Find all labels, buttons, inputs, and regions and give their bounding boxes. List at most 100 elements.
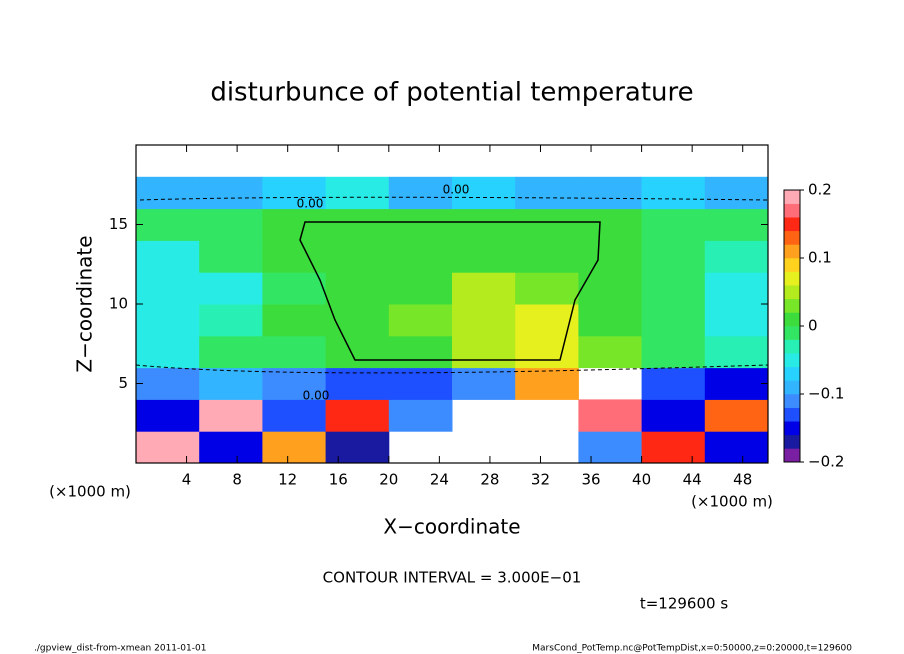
x-tick-label: 4 (182, 471, 192, 489)
colorbar-tick-label: −0.1 (808, 385, 844, 403)
colorbar-swatch (784, 244, 800, 259)
cell (578, 431, 643, 464)
cell (262, 431, 327, 464)
cell (704, 208, 769, 241)
cell (641, 176, 706, 210)
x-tick-label: 28 (480, 471, 499, 489)
cell (262, 304, 327, 337)
cell (578, 304, 643, 337)
cell (641, 208, 706, 241)
cell (136, 431, 200, 464)
contour-label: 0.00 (303, 389, 330, 403)
cell (388, 208, 453, 241)
colorbar-swatch (784, 434, 800, 449)
x-tick-label: 44 (683, 471, 702, 489)
cell (578, 240, 643, 273)
cell (515, 335, 579, 369)
contour-line (135, 196, 769, 374)
cell (262, 272, 327, 305)
colorbar-swatch (784, 271, 800, 286)
cell (262, 399, 327, 432)
field (136, 176, 769, 464)
cell (325, 208, 390, 241)
x-axis-label: X−coordinate (383, 515, 520, 539)
x-tick-label: 16 (329, 471, 348, 489)
colorbar-swatch (784, 190, 800, 204)
y-tick-label: 15 (109, 215, 128, 233)
cell (515, 240, 579, 273)
cell (452, 367, 516, 400)
cell (262, 208, 327, 241)
colorbar-swatch (784, 380, 800, 395)
colorbar-tick-label: 0.2 (808, 181, 832, 199)
cell (136, 272, 200, 305)
cell (452, 240, 516, 273)
cell (452, 208, 516, 241)
colorbar-swatch (784, 448, 800, 463)
cell (578, 208, 643, 241)
contour-label: 0.00 (443, 183, 470, 197)
cell (388, 240, 453, 273)
colorbar-swatch (784, 298, 800, 313)
cell (704, 304, 769, 337)
cell (388, 272, 453, 305)
cell (704, 272, 769, 305)
cell (325, 304, 390, 337)
cell (704, 176, 769, 210)
cell (641, 431, 706, 464)
cell (641, 367, 706, 400)
cell (262, 176, 327, 210)
cell (325, 240, 390, 273)
cell (325, 431, 390, 464)
x-unit: (×1000 m) (691, 493, 773, 511)
cell (578, 399, 643, 432)
cell (388, 399, 453, 432)
cell (199, 367, 263, 400)
cell (704, 240, 769, 273)
colorbar-swatch (784, 407, 800, 422)
cell (641, 240, 706, 273)
cell (578, 176, 643, 210)
cell (199, 335, 263, 369)
cell (199, 399, 263, 432)
colorbar-swatch (784, 326, 800, 340)
cell (136, 335, 200, 369)
cell (136, 208, 200, 241)
cell (641, 335, 706, 369)
cell (515, 304, 579, 337)
y-tick-label: 5 (118, 374, 128, 392)
footer-right: MarsCond_PotTemp.nc@PotTempDist,x=0:5000… (532, 644, 852, 654)
cell (325, 367, 390, 400)
cell (388, 176, 453, 210)
cell (262, 367, 327, 400)
cell (641, 304, 706, 337)
cell (199, 240, 263, 273)
cell (199, 304, 263, 337)
x-tick-label: 24 (430, 471, 449, 489)
cell (136, 304, 200, 337)
cell (199, 176, 263, 210)
x-tick-label: 20 (379, 471, 398, 489)
colorbar-swatch (784, 230, 800, 245)
cell (704, 431, 769, 464)
colorbar-swatch (784, 285, 800, 300)
cell (388, 304, 453, 337)
x-tick-label: 8 (232, 471, 242, 489)
x-tick-label: 36 (581, 471, 600, 489)
colorbar-swatch (784, 366, 800, 381)
cell (515, 367, 579, 400)
colorbar-swatch (784, 258, 800, 272)
contour-label: 0.00 (297, 197, 324, 211)
cell (452, 176, 516, 210)
cell (199, 208, 263, 241)
colorbar-swatch (784, 421, 800, 436)
cell (704, 399, 769, 432)
colorbar-tick-label: −0.2 (808, 453, 844, 471)
cell (452, 272, 516, 305)
cell (515, 208, 579, 241)
cell (136, 240, 200, 273)
x-tick-label: 32 (531, 471, 550, 489)
contour-line (299, 221, 601, 361)
cell (199, 431, 263, 464)
cell (325, 335, 390, 369)
